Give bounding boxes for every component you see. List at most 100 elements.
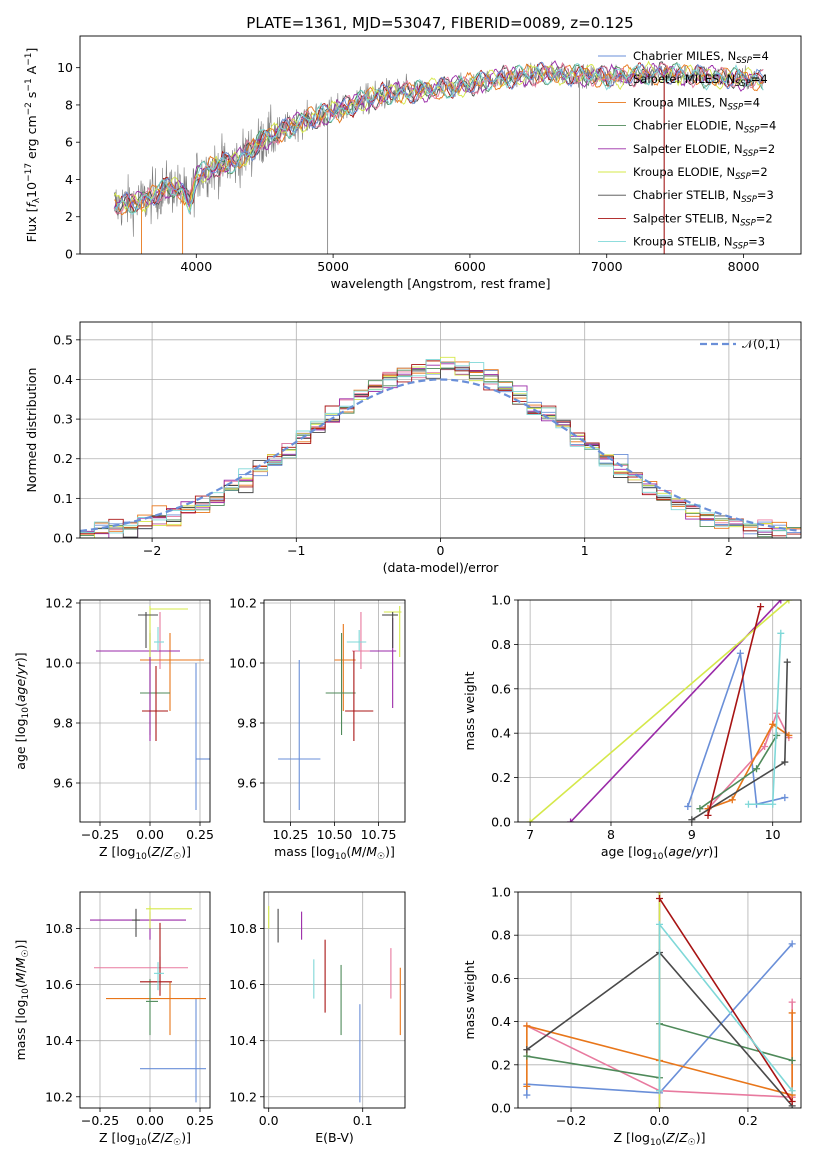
y-tick-label: 6 [65,135,73,150]
errorbar-chabrier-miles [278,660,321,810]
legend-item-chabrier-stelib: Chabrier STELIB, NSSP=3 [598,188,774,205]
legend-item-chabrier-miles: Chabrier MILES, NSSP=4 [598,49,769,66]
y-axis-label: Normed distribution [24,368,39,493]
x-tick-label: 0 [437,543,445,558]
x-tick-label: −2 [143,543,161,558]
weight-marker [736,649,744,657]
weight-marker [781,794,789,802]
weight-marker [777,600,785,604]
y-tick-label: 0.4 [491,1014,511,1029]
x-tick-label: 10.50 [317,827,353,842]
weight-line [529,600,790,822]
x-tick-label: 0.0 [259,1113,279,1128]
x-tick-label: 10.75 [361,827,397,842]
errorbar-chabrier-stelib [132,908,140,937]
y-tick-label: 0.0 [53,531,73,546]
axes-frame [79,599,211,823]
legend-label: Kroupa STELIB, NSSP=3 [633,235,765,252]
y-tick-label: 10.0 [229,656,257,671]
errorbar-chabrier-miles [195,663,210,810]
y-tick-label: 0.4 [491,726,511,741]
x-tick-label: 7000 [591,259,623,274]
weight-marker [753,765,761,773]
panel-age-vs-Z: −0.25 0.00 0.25 9.6 9.8 10.0 10.2 Z [log10(Z/Z☉… [13,596,214,863]
y-tick-label: 0.0 [491,1101,511,1116]
x-tick-label: 8 [607,827,615,842]
x-axis-label: Z [log10(Z/Z☉)] [99,1130,191,1148]
plot-area-residuals [80,322,801,538]
errorbar-chabrier-stelib [382,612,398,648]
y-tick-label: 0 [65,247,73,262]
axes-frame [79,891,211,1109]
x-tick-label: −0.25 [81,827,119,842]
weight-line [707,723,790,810]
y-tick-label: 0.2 [491,770,511,785]
weight-series-kroupa-miles [704,720,793,813]
x-tick-label: 0.0 [650,1113,670,1128]
histogram-kroupa-stelib [80,358,801,538]
y-tick-label: 4 [65,172,73,187]
y-tick-label: 9.8 [237,716,257,731]
errorbar-kroupa-miles [140,633,204,711]
weight-marker [656,920,663,928]
y-tick-label: 0.4 [53,372,73,387]
y-tick-label: 10.0 [45,656,73,671]
errorbar-chabrier-elodie [325,633,356,735]
weight-marker [785,731,793,739]
legend-item-salpeter-stelib: Salpeter STELIB, NSSP=2 [598,211,773,228]
y-tick-label: 10.2 [45,1089,73,1104]
errorbar-kroupa-miles [334,624,356,711]
spectrum-model-kroupa-miles [114,63,764,216]
x-axis-label: wavelength [Angstrom, rest frame] [330,276,550,291]
y-tick-label: 0.5 [53,332,73,347]
weight-marker [788,1009,796,1017]
y-tick-label: 0.1 [53,491,73,506]
x-axis-label: E(B-V) [315,1130,354,1145]
errorbar-chabrier-elodie [146,978,158,1036]
y-axis-label: mass weight [462,960,477,1039]
x-tick-label: 0.1 [353,1113,373,1128]
weight-marker [781,758,789,766]
y-tick-label: 0.0 [491,815,511,830]
legend-label: Salpeter MILES, NSSP=4 [633,72,768,89]
x-tick-label: −0.25 [81,1113,119,1128]
legend-item-kroupa-elodie: Kroupa ELODIE, NSSP=2 [598,165,768,182]
x-axis-label: Z [log10(Z/Z☉)] [613,1130,705,1148]
legend-label: Chabrier MILES, NSSP=4 [633,49,769,66]
x-tick-label: −0.2 [556,1113,586,1128]
x-tick-label: 8000 [728,259,760,274]
panel-mass-vs-ebv: 0.0 0.1 10.2 10.4 10.6 10.8 E(B-V) [229,891,406,1145]
legend-item-kroupa-stelib: Kroupa STELIB, NSSP=3 [598,235,765,252]
weight-marker [757,603,765,611]
weight-marker [769,800,777,808]
normal-curve [80,378,801,533]
panel-weight-vs-Z: −0.2 0.0 0.2 0.0 0.2 0.4 0.6 0.8 1.0 Z [log10(Z/Z… [462,885,802,1148]
errorbar-salpeter-miles [94,956,188,985]
weight-marker [656,1104,663,1108]
weight-marker [523,1022,531,1030]
x-tick-label: 5000 [317,259,349,274]
x-tick-label: 7 [526,827,534,842]
y-axis-label: mass [log10(M/M☉)] [13,940,31,1061]
plot-area-age-vs-mass [264,600,405,822]
x-tick-label: 6000 [454,259,486,274]
axes-frame [79,321,802,539]
x-tick-label: 0.25 [186,827,214,842]
spectrum-model-chabrier-miles [114,61,764,210]
plot-area-age-vs-Z [80,600,210,822]
x-tick-label: 1 [581,543,589,558]
weight-marker [788,940,796,948]
x-axis-label: Z [log10(Z/Z☉)] [99,844,191,862]
weight-marker [526,818,534,822]
histogram-kroupa-elodie [80,356,801,538]
legend-item-kroupa-miles: Kroupa MILES, NSSP=4 [598,95,760,112]
axes-frame [263,891,406,1109]
errorbar-kroupa-miles [106,981,206,1036]
weight-marker [523,1046,531,1054]
errorbar-salpeter-miles [352,612,370,669]
weight-marker [728,796,736,804]
panel-spectrum: 4000 5000 6000 7000 8000 0 2 4 6 8 10 wavelength [A… [24,35,802,291]
weight-series-salpeter-stelib [704,603,765,819]
y-tick-label: 9.6 [53,776,73,791]
weight-marker [684,802,692,810]
